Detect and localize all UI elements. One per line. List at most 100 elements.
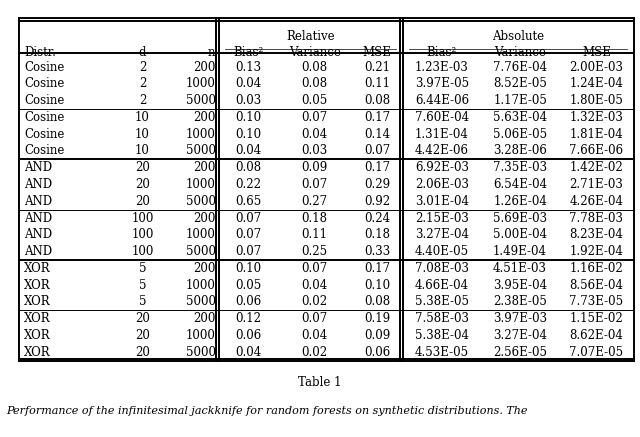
Text: 0.17: 0.17	[364, 161, 390, 174]
Text: 0.11: 0.11	[364, 77, 390, 90]
Text: 0.07: 0.07	[235, 245, 261, 258]
Text: 1000: 1000	[186, 178, 216, 191]
Text: 1.32E-03: 1.32E-03	[570, 111, 623, 124]
Text: 1.92E-04: 1.92E-04	[570, 245, 623, 258]
Text: 0.02: 0.02	[301, 295, 328, 309]
Text: 0.07: 0.07	[301, 262, 328, 275]
Text: 2.06E-03: 2.06E-03	[415, 178, 469, 191]
Text: 1000: 1000	[186, 228, 216, 241]
Text: d: d	[139, 45, 146, 59]
Text: 7.08E-03: 7.08E-03	[415, 262, 469, 275]
Text: Bias²: Bias²	[233, 45, 263, 59]
Text: 1.42E-02: 1.42E-02	[570, 161, 623, 174]
Text: XOR: XOR	[24, 312, 51, 325]
Text: 0.24: 0.24	[364, 212, 390, 225]
Text: 0.19: 0.19	[364, 312, 390, 325]
Text: 0.29: 0.29	[364, 178, 390, 191]
Text: 8.52E-05: 8.52E-05	[493, 77, 547, 90]
Text: 1.49E-04: 1.49E-04	[493, 245, 547, 258]
Text: 0.08: 0.08	[364, 295, 390, 309]
Text: 0.09: 0.09	[364, 329, 390, 342]
Text: 5.00E-04: 5.00E-04	[493, 228, 547, 241]
Text: 5.38E-04: 5.38E-04	[415, 329, 469, 342]
Text: 3.27E-04: 3.27E-04	[493, 329, 547, 342]
Text: XOR: XOR	[24, 278, 51, 291]
Text: 0.06: 0.06	[235, 295, 261, 309]
Text: 2.38E-05: 2.38E-05	[493, 295, 547, 309]
Text: 0.04: 0.04	[301, 329, 328, 342]
Text: 7.66E-06: 7.66E-06	[570, 145, 623, 157]
Text: 200: 200	[193, 161, 216, 174]
Text: 7.35E-03: 7.35E-03	[493, 161, 547, 174]
Text: 0.18: 0.18	[364, 228, 390, 241]
Text: 10: 10	[135, 145, 150, 157]
Text: 7.07E-05: 7.07E-05	[570, 346, 623, 359]
Text: 200: 200	[193, 61, 216, 73]
Text: 0.05: 0.05	[235, 278, 261, 291]
Text: 200: 200	[193, 312, 216, 325]
Text: 100: 100	[131, 245, 154, 258]
Text: 0.07: 0.07	[235, 228, 261, 241]
Text: 6.92E-03: 6.92E-03	[415, 161, 469, 174]
Text: Absolute: Absolute	[492, 31, 544, 43]
Text: 0.14: 0.14	[364, 128, 390, 141]
Text: 5000: 5000	[186, 94, 216, 107]
Text: 0.04: 0.04	[235, 346, 261, 359]
Text: 0.07: 0.07	[235, 212, 261, 225]
Text: Cosine: Cosine	[24, 61, 65, 73]
Text: AND: AND	[24, 195, 52, 208]
Text: Table 1: Table 1	[298, 376, 342, 389]
Text: 6.54E-04: 6.54E-04	[493, 178, 547, 191]
Text: 20: 20	[135, 178, 150, 191]
Text: AND: AND	[24, 245, 52, 258]
Text: 8.23E-04: 8.23E-04	[570, 228, 623, 241]
Text: 8.62E-04: 8.62E-04	[570, 329, 623, 342]
Text: 5.06E-05: 5.06E-05	[493, 128, 547, 141]
Text: 0.07: 0.07	[364, 145, 390, 157]
Text: 0.17: 0.17	[364, 262, 390, 275]
Text: Performance of the infinitesimal jackknife for random forests on synthetic distr: Performance of the infinitesimal jackkni…	[6, 406, 528, 416]
Text: 5: 5	[139, 278, 146, 291]
Text: 7.60E-04: 7.60E-04	[415, 111, 469, 124]
Text: 0.06: 0.06	[364, 346, 390, 359]
Text: 5000: 5000	[186, 145, 216, 157]
Text: AND: AND	[24, 212, 52, 225]
Text: n: n	[208, 45, 216, 59]
Text: AND: AND	[24, 178, 52, 191]
Text: 0.02: 0.02	[301, 346, 328, 359]
Text: 1.16E-02: 1.16E-02	[570, 262, 623, 275]
Text: 5000: 5000	[186, 346, 216, 359]
Text: 0.03: 0.03	[301, 145, 328, 157]
Text: Cosine: Cosine	[24, 145, 65, 157]
Text: 0.09: 0.09	[301, 161, 328, 174]
Text: 5.63E-04: 5.63E-04	[493, 111, 547, 124]
Text: Relative: Relative	[287, 31, 335, 43]
Text: Cosine: Cosine	[24, 128, 65, 141]
Text: 1.24E-04: 1.24E-04	[570, 77, 623, 90]
Text: 8.56E-04: 8.56E-04	[570, 278, 623, 291]
Text: Bias²: Bias²	[427, 45, 457, 59]
Text: 5.38E-05: 5.38E-05	[415, 295, 469, 309]
Text: 3.95E-04: 3.95E-04	[493, 278, 547, 291]
Text: 0.17: 0.17	[364, 111, 390, 124]
Text: XOR: XOR	[24, 295, 51, 309]
Text: 0.10: 0.10	[364, 278, 390, 291]
Text: 1000: 1000	[186, 128, 216, 141]
Text: 4.53E-05: 4.53E-05	[415, 346, 469, 359]
Text: 3.27E-04: 3.27E-04	[415, 228, 469, 241]
Text: 0.07: 0.07	[301, 111, 328, 124]
Text: 5: 5	[139, 262, 146, 275]
Text: 3.01E-04: 3.01E-04	[415, 195, 469, 208]
Text: 1.26E-04: 1.26E-04	[493, 195, 547, 208]
Text: 2.00E-03: 2.00E-03	[570, 61, 623, 73]
Text: 7.76E-04: 7.76E-04	[493, 61, 547, 73]
Text: 20: 20	[135, 329, 150, 342]
Text: 0.07: 0.07	[301, 178, 328, 191]
Text: 7.78E-03: 7.78E-03	[570, 212, 623, 225]
Text: 0.13: 0.13	[235, 61, 261, 73]
Text: 0.10: 0.10	[235, 128, 261, 141]
Text: 5000: 5000	[186, 245, 216, 258]
Text: 4.66E-04: 4.66E-04	[415, 278, 469, 291]
Text: 6.44E-06: 6.44E-06	[415, 94, 469, 107]
Text: AND: AND	[24, 228, 52, 241]
